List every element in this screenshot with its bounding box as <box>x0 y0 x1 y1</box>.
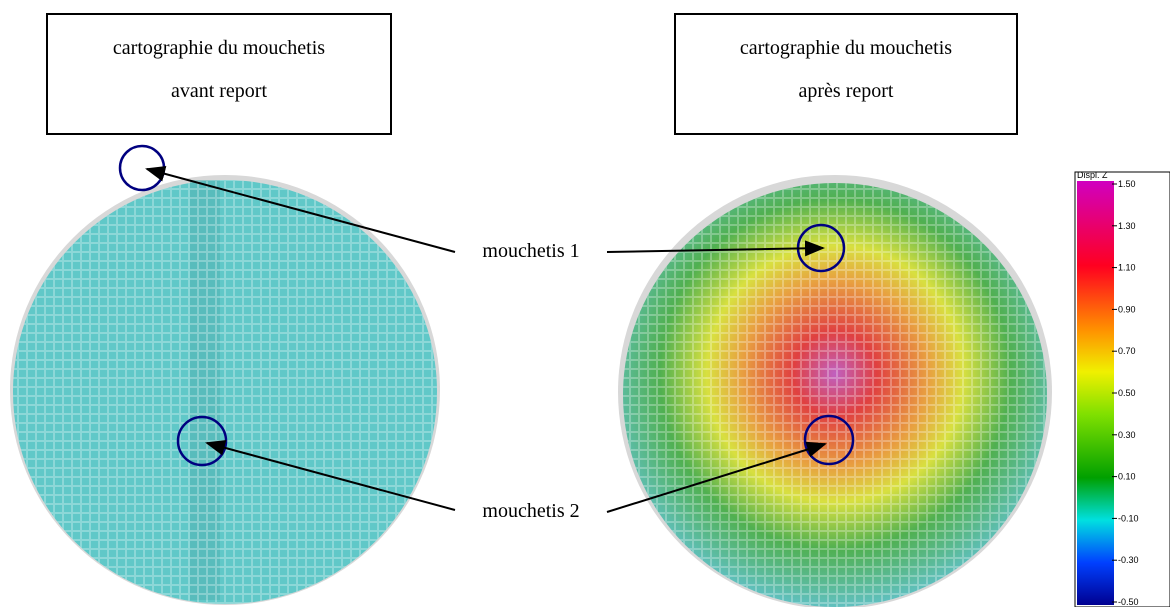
colorbar-tick-label: 0.50 <box>1118 388 1136 398</box>
title-box: cartographie du mouchetis avant report <box>46 13 392 135</box>
colorbar-gradient <box>1077 181 1114 605</box>
colorbar-tick-label: 1.10 <box>1118 263 1136 273</box>
colorbar-tick-label: 1.30 <box>1118 221 1136 231</box>
colorbar-tick-label: 0.10 <box>1118 472 1136 482</box>
colorbar-tick-label: 1.50 <box>1118 179 1136 189</box>
colorbar-title: Displ. Z <box>1077 170 1108 180</box>
colorbar-tick-label: -0.50 <box>1118 597 1139 607</box>
colorbar-tick-label: 0.90 <box>1118 304 1136 314</box>
title-box: cartographie du mouchetis après report <box>674 13 1018 135</box>
colorbar-tick-label: 0.70 <box>1118 346 1136 356</box>
speckle-map-before <box>10 175 440 605</box>
colorbar-tick-label: 0.30 <box>1118 430 1136 440</box>
box-text: avant report <box>171 80 268 102</box>
colorbar-tick-label: -0.10 <box>1118 513 1139 523</box>
box-text: cartographie du mouchetis <box>740 37 952 59</box>
arrows <box>145 165 827 513</box>
annotation: mouchetis 1 <box>482 240 579 262</box>
box-text: cartographie du mouchetis <box>113 37 325 59</box>
colorbar: Displ. Z 1.50 1.30 1.10 0.90 0.70 0.50 0.30 0.1… <box>1074 170 1170 607</box>
box-text: après report <box>799 80 894 102</box>
annotation: mouchetis 2 <box>482 500 579 522</box>
colorbar-tick-label: -0.30 <box>1118 555 1139 565</box>
speckle-map-after <box>618 175 1052 607</box>
